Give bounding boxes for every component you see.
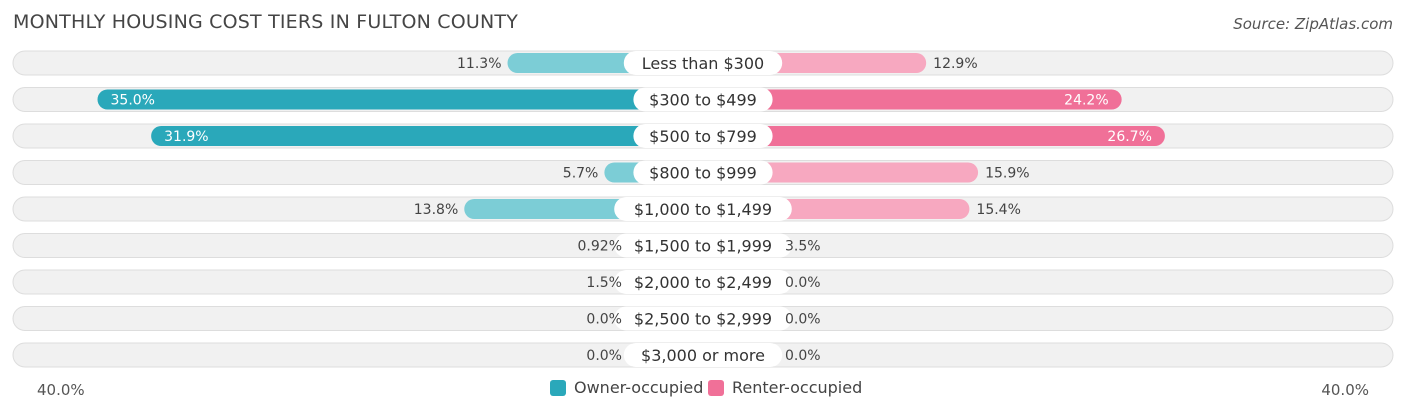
legend-owner: Owner-occupied [550,378,703,397]
legend-owner-label: Owner-occupied [574,378,704,397]
renter-value-label: 15.4% [976,202,1020,218]
chart-row: $500 to $799 31.9% 26.7% [12,123,1394,149]
owner-value-label: 0.92% [578,239,622,255]
owner-value-label: 1.5% [586,275,622,291]
category-pill [614,270,792,294]
legend-renter-label: Renter-occupied [732,378,863,397]
renter-bar [703,162,979,183]
chart-row: $2,500 to $2,999 0.0% 0.0% [12,306,1394,331]
source-label: Source: ZipAtlas.com [1233,15,1393,33]
category-label: $300 to $499 [649,91,757,110]
category-pill [614,306,792,331]
legend: Owner-occupied Renter-occupied [0,378,1406,402]
owner-value-label: 35.0% [111,93,155,109]
category-label: $1,500 to $1,999 [634,237,772,256]
chart-row: $3,000 or more 0.0% 0.0% [12,342,1394,368]
owner-bar [151,126,703,146]
chart-row: $2,000 to $2,499 1.5% 0.0% [12,269,1394,295]
legend-renter: Renter-occupied [708,378,862,397]
chart-row: $1,500 to $1,999 0.92% 3.5% [12,233,1394,258]
category-pill [623,343,783,367]
category-label: $2,000 to $2,499 [634,273,772,292]
category-pill [633,87,773,112]
renter-value-label: 26.7% [1107,129,1151,145]
renter-value-label: 0.0% [785,275,821,291]
category-label: Less than $300 [642,54,764,73]
renter-value-label: 15.9% [985,166,1029,182]
axis-right-label: 40.0% [1321,381,1369,399]
renter-bar [703,89,1122,110]
chart-row: Less than $300 11.3% 12.9% [12,50,1394,76]
owner-value-label: 13.8% [414,202,458,218]
category-label: $2,500 to $2,999 [634,310,772,329]
owner-value-label: 0.0% [586,312,622,328]
owner-value-label: 0.0% [586,348,622,364]
owner-value-label: 5.7% [563,166,599,182]
chart-row: $1,000 to $1,499 13.8% 15.4% [12,196,1394,222]
owner-value-label: 11.3% [457,56,501,72]
legend-renter-swatch [708,379,724,396]
category-pill [623,51,783,75]
renter-value-label: 0.0% [785,348,821,364]
renter-value-label: 24.2% [1064,93,1108,109]
category-pill [614,197,792,221]
renter-value-label: 0.0% [785,312,821,328]
category-pill [633,124,773,148]
chart-title: MONTHLY HOUSING COST TIERS IN FULTON COU… [13,11,519,33]
owner-bar [97,89,703,110]
renter-value-label: 3.5% [785,239,821,255]
chart-row: $300 to $499 35.0% 24.2% [12,87,1394,112]
category-label: $500 to $799 [649,127,757,146]
chart-row: $800 to $999 5.7% 15.9% [12,160,1394,185]
owner-value-label: 31.9% [164,129,208,145]
renter-value-label: 12.9% [933,56,977,72]
category-label: $800 to $999 [649,164,757,183]
legend-owner-swatch [550,379,566,396]
renter-bar [703,126,1165,146]
axis-left-label: 40.0% [37,381,85,399]
category-label: $3,000 or more [641,346,765,365]
category-pill [614,233,792,258]
category-pill [633,160,773,185]
category-label: $1,000 to $1,499 [634,200,772,219]
